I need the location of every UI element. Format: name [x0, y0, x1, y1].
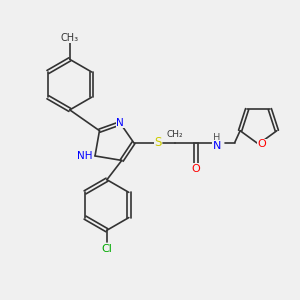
- Text: Cl: Cl: [101, 244, 112, 254]
- Text: S: S: [154, 136, 162, 149]
- Text: O: O: [192, 164, 200, 174]
- Text: CH₃: CH₃: [61, 33, 79, 43]
- Text: N: N: [116, 118, 124, 128]
- Text: CH₂: CH₂: [167, 130, 184, 139]
- Text: N: N: [213, 140, 221, 151]
- Text: H: H: [213, 133, 220, 143]
- Text: NH: NH: [77, 151, 93, 161]
- Text: O: O: [258, 139, 266, 149]
